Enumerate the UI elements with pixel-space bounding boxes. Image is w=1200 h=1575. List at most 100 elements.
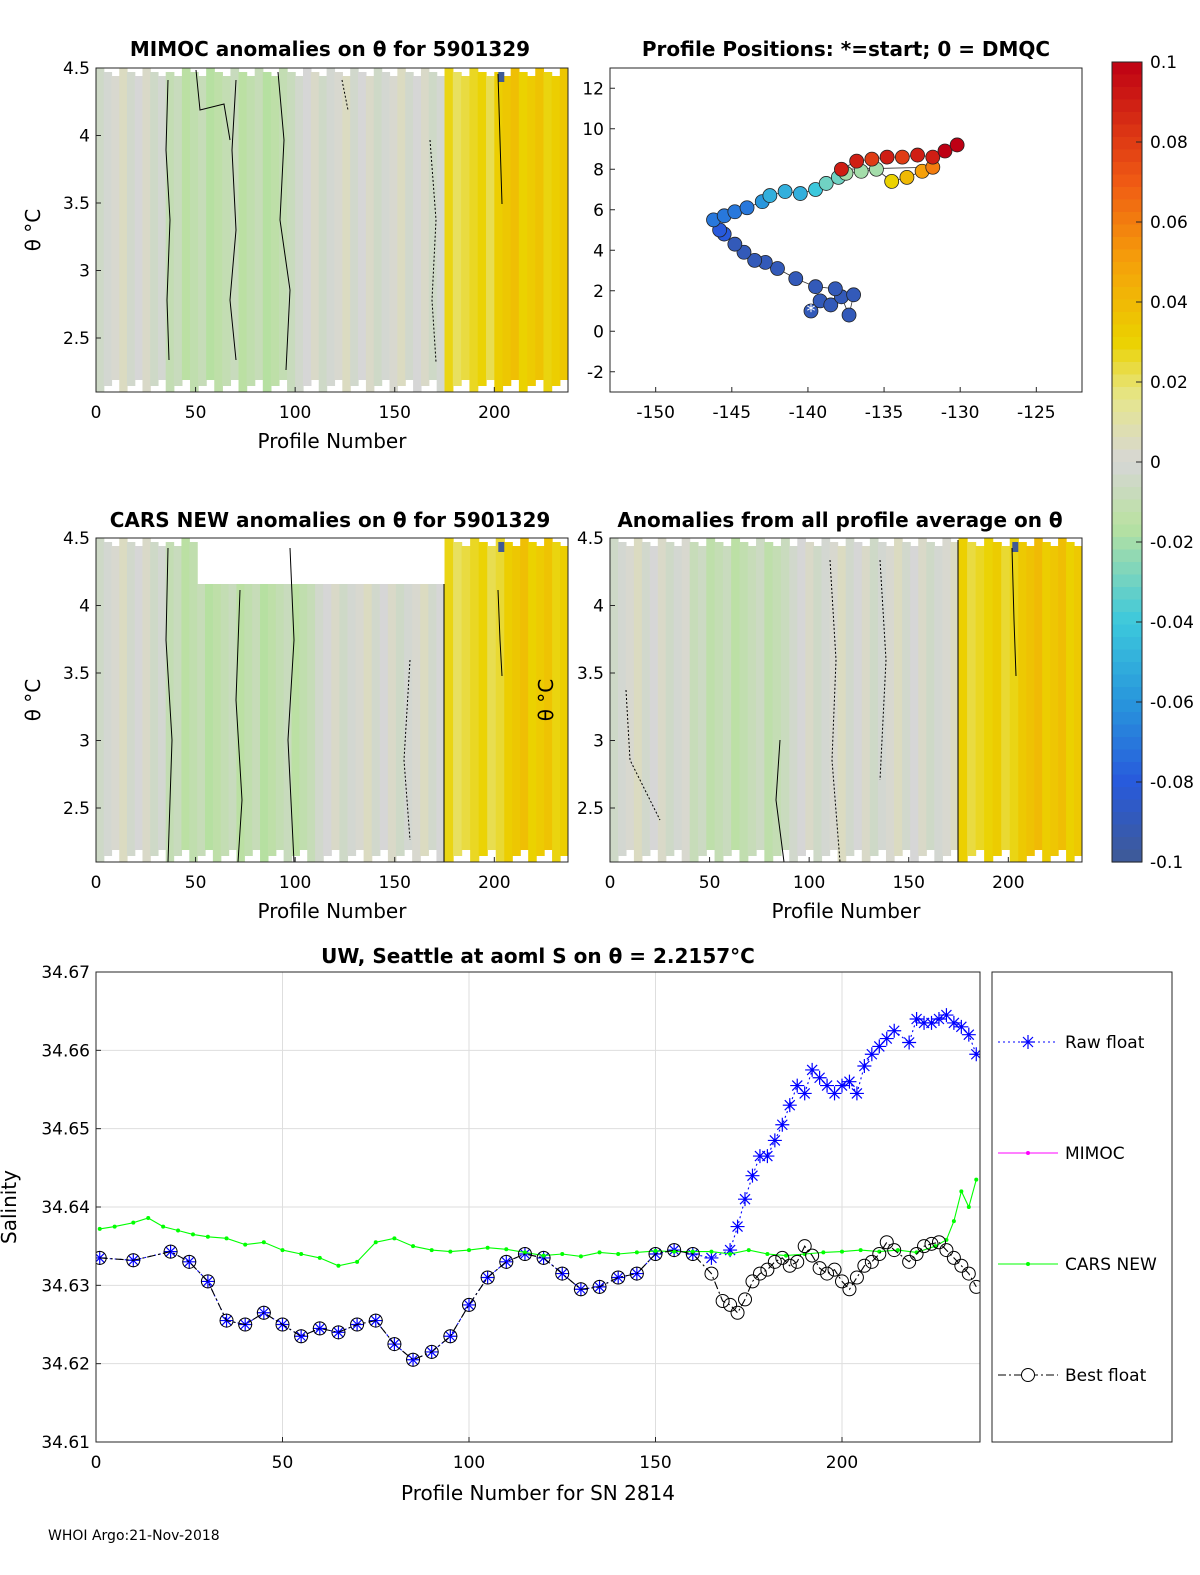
profile-position-point bbox=[788, 271, 804, 287]
data-point bbox=[443, 1329, 458, 1344]
salinity-title: UW, Seattle at aoml S on θ = 2.2157°C bbox=[321, 944, 755, 968]
positions-axes: -150 -145 -140 -135 -130 -125 -2 0 2 4 6 8 10 12 bbox=[582, 67, 1083, 423]
heatmap-cell bbox=[96, 68, 105, 392]
average-contours bbox=[625, 540, 1017, 862]
heatmap-cell bbox=[157, 76, 167, 380]
heatmap-cell bbox=[910, 546, 919, 862]
heatmap-cell bbox=[461, 76, 471, 380]
heatmap-cell bbox=[518, 72, 528, 392]
colorbar-cell bbox=[1112, 549, 1142, 563]
heatmap-cell bbox=[452, 72, 462, 386]
x-tick-label: 50 bbox=[699, 873, 721, 893]
heatmap-cell bbox=[119, 538, 128, 862]
profile-position-point bbox=[777, 184, 793, 199]
colorbar-cell bbox=[1112, 462, 1142, 476]
heatmap-cell bbox=[494, 72, 504, 392]
y-tick-label: 4.5 bbox=[577, 529, 604, 549]
colorbar-tick-label: -0.06 bbox=[1150, 693, 1194, 713]
data-point bbox=[864, 1047, 879, 1062]
heatmap-cell bbox=[486, 76, 495, 380]
heatmap-cell bbox=[126, 72, 136, 386]
salinity-grid bbox=[95, 971, 980, 1443]
heatmap-cell bbox=[405, 72, 414, 380]
heatmap-cell bbox=[461, 546, 471, 850]
heatmap-cell bbox=[212, 584, 222, 862]
salinity-axes: 0 50 100 150 200 34.61 34.62 34.63 34.64 34.65 34.… bbox=[41, 963, 981, 1473]
series-line bbox=[99, 1179, 977, 1267]
heatmap-cell bbox=[1034, 538, 1043, 850]
y-tick-label: 34.61 bbox=[41, 1433, 90, 1453]
data-point bbox=[461, 1297, 476, 1312]
y-tick-label: 34.67 bbox=[41, 963, 90, 983]
data-point bbox=[812, 1261, 827, 1276]
cars-panel: CARS NEW anomalies on θ for 5901329 0 50 1… bbox=[21, 508, 569, 923]
y-tick-label: 3 bbox=[79, 262, 90, 282]
y-tick-label: 2.5 bbox=[63, 799, 90, 819]
colorbar-cell bbox=[1112, 187, 1142, 201]
heatmap-cell bbox=[189, 72, 199, 392]
heatmap-cell bbox=[498, 72, 505, 82]
x-tick-label: -150 bbox=[636, 403, 675, 423]
heatmap-cell bbox=[197, 584, 206, 856]
data-point bbox=[723, 1243, 738, 1258]
data-point bbox=[864, 1254, 879, 1269]
data-point bbox=[760, 1149, 775, 1164]
heatmap-cell bbox=[942, 538, 952, 856]
heatmap-cell bbox=[967, 542, 977, 856]
heatmap-cell bbox=[657, 538, 667, 862]
y-tick-label: 3 bbox=[79, 732, 90, 752]
data-point bbox=[299, 1252, 304, 1256]
series-cars-new bbox=[97, 1177, 979, 1268]
heatmap-cell bbox=[315, 584, 324, 862]
legend-label: MIMOC bbox=[1065, 1144, 1125, 1164]
heatmap-cell bbox=[560, 546, 568, 856]
heatmap-cell bbox=[420, 68, 430, 386]
legend-label: Raw float bbox=[1065, 1033, 1145, 1053]
colorbar-cell bbox=[1112, 287, 1142, 301]
heatmap-cell bbox=[173, 546, 183, 856]
heatmap-cell bbox=[756, 538, 765, 850]
heatmap-cell bbox=[205, 584, 214, 850]
colorbar-cell bbox=[1112, 687, 1142, 701]
data-point bbox=[961, 1266, 976, 1281]
heatmap-cell bbox=[797, 538, 806, 856]
x-tick-label: 200 bbox=[478, 403, 510, 423]
data-point bbox=[790, 1254, 805, 1269]
data-point bbox=[839, 1249, 844, 1254]
data-point bbox=[429, 1248, 434, 1253]
heatmap-cell bbox=[1042, 542, 1051, 862]
data-point bbox=[555, 1266, 570, 1281]
y-tick-label: 4 bbox=[593, 241, 604, 261]
colorbar-cell bbox=[1112, 562, 1142, 576]
colorbar-cell bbox=[1112, 399, 1142, 413]
heatmap-cell bbox=[837, 546, 847, 862]
average-title: Anomalies from all profile average on θ bbox=[617, 508, 1062, 532]
data-point bbox=[317, 1255, 322, 1260]
data-point bbox=[629, 1266, 644, 1281]
data-point bbox=[709, 1249, 714, 1254]
heatmap-cell bbox=[358, 72, 367, 380]
x-tick-label: 50 bbox=[185, 403, 207, 423]
x-tick-label: 100 bbox=[279, 873, 311, 893]
heatmap-cell bbox=[363, 584, 373, 862]
heatmap-cell bbox=[1012, 542, 1019, 552]
x-tick-label: 0 bbox=[91, 873, 102, 893]
heatmap-cell bbox=[142, 68, 151, 392]
y-tick-label: 4 bbox=[79, 127, 90, 147]
data-point bbox=[704, 1266, 719, 1281]
x-tick-label: 200 bbox=[478, 873, 510, 893]
heatmap-cell bbox=[551, 76, 561, 386]
data-point bbox=[368, 1313, 383, 1328]
data-point bbox=[499, 1254, 514, 1269]
heatmap-cell bbox=[813, 546, 823, 862]
heatmap-cell bbox=[992, 542, 1002, 856]
data-point bbox=[959, 1189, 964, 1194]
start-marker: * bbox=[806, 301, 815, 322]
heatmap-cell bbox=[381, 72, 391, 380]
data-point bbox=[730, 1305, 745, 1320]
colorbar-cell bbox=[1112, 787, 1142, 801]
heatmap-cell bbox=[111, 76, 120, 380]
data-point bbox=[821, 1250, 826, 1255]
heatmap-cell bbox=[512, 546, 521, 856]
legend-label: CARS NEW bbox=[1065, 1255, 1157, 1275]
